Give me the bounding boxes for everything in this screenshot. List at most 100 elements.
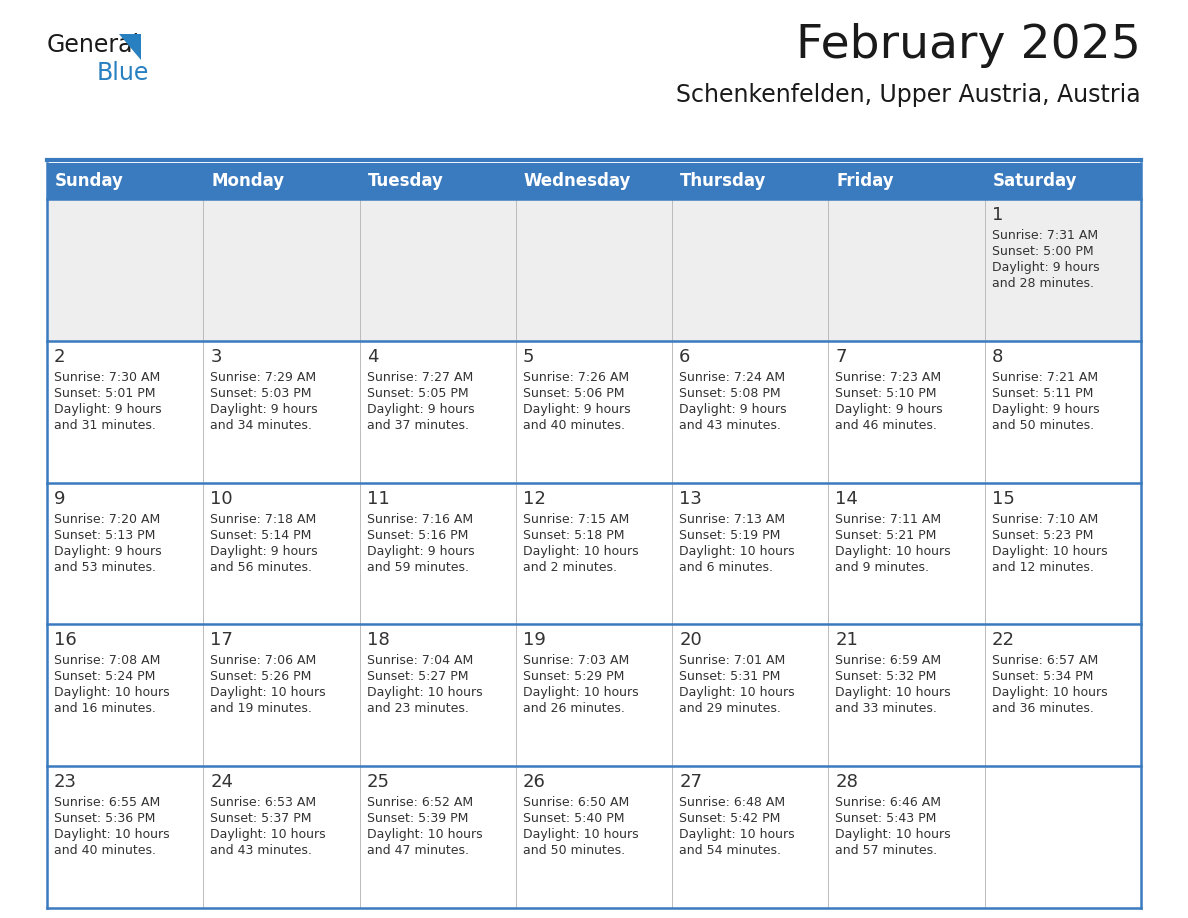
Text: and 34 minutes.: and 34 minutes. [210, 419, 312, 431]
Text: 27: 27 [680, 773, 702, 791]
Text: and 43 minutes.: and 43 minutes. [210, 845, 312, 857]
Text: Sunrise: 6:46 AM: Sunrise: 6:46 AM [835, 796, 941, 809]
Text: and 26 minutes.: and 26 minutes. [523, 702, 625, 715]
Text: and 12 minutes.: and 12 minutes. [992, 561, 1094, 574]
Text: Friday: Friday [836, 172, 895, 190]
Text: Sunset: 5:11 PM: Sunset: 5:11 PM [992, 386, 1093, 400]
Text: Sunrise: 7:06 AM: Sunrise: 7:06 AM [210, 655, 316, 667]
Text: Sunset: 5:01 PM: Sunset: 5:01 PM [53, 386, 156, 400]
Text: Daylight: 10 hours: Daylight: 10 hours [53, 828, 170, 841]
Text: Sunset: 5:03 PM: Sunset: 5:03 PM [210, 386, 311, 400]
Text: Sunset: 5:06 PM: Sunset: 5:06 PM [523, 386, 625, 400]
Text: Schenkenfelden, Upper Austria, Austria: Schenkenfelden, Upper Austria, Austria [676, 83, 1140, 107]
Bar [672, 163, 828, 199]
Text: Daylight: 10 hours: Daylight: 10 hours [992, 544, 1107, 557]
Text: 19: 19 [523, 632, 545, 649]
Text: 14: 14 [835, 489, 858, 508]
Bar [360, 163, 516, 199]
Text: Daylight: 9 hours: Daylight: 9 hours [367, 544, 474, 557]
Text: Sunset: 5:05 PM: Sunset: 5:05 PM [367, 386, 468, 400]
Text: Daylight: 9 hours: Daylight: 9 hours [210, 403, 318, 416]
Text: 20: 20 [680, 632, 702, 649]
Text: Sunrise: 7:08 AM: Sunrise: 7:08 AM [53, 655, 160, 667]
Text: Sunset: 5:37 PM: Sunset: 5:37 PM [210, 812, 311, 825]
Text: Sunrise: 7:30 AM: Sunrise: 7:30 AM [53, 371, 160, 384]
Text: Sunrise: 6:55 AM: Sunrise: 6:55 AM [53, 796, 160, 809]
Text: Blue: Blue [97, 61, 150, 85]
Text: and 37 minutes.: and 37 minutes. [367, 419, 468, 431]
Text: 4: 4 [367, 348, 378, 365]
Text: Sunrise: 7:31 AM: Sunrise: 7:31 AM [992, 229, 1098, 242]
Text: and 28 minutes.: and 28 minutes. [992, 277, 1094, 290]
Text: and 47 minutes.: and 47 minutes. [367, 845, 468, 857]
Text: 9: 9 [53, 489, 65, 508]
Text: Sunset: 5:34 PM: Sunset: 5:34 PM [992, 670, 1093, 683]
Text: Sunset: 5:36 PM: Sunset: 5:36 PM [53, 812, 156, 825]
Text: and 46 minutes.: and 46 minutes. [835, 419, 937, 431]
Text: 6: 6 [680, 348, 690, 365]
Text: Sunrise: 7:16 AM: Sunrise: 7:16 AM [367, 512, 473, 526]
Text: Daylight: 9 hours: Daylight: 9 hours [523, 403, 631, 416]
Text: Sunset: 5:40 PM: Sunset: 5:40 PM [523, 812, 625, 825]
Text: Sunrise: 7:10 AM: Sunrise: 7:10 AM [992, 512, 1098, 526]
Text: 11: 11 [367, 489, 390, 508]
Text: 21: 21 [835, 632, 858, 649]
Text: 3: 3 [210, 348, 222, 365]
Text: Sunset: 5:23 PM: Sunset: 5:23 PM [992, 529, 1093, 542]
Text: Sunrise: 6:53 AM: Sunrise: 6:53 AM [210, 796, 316, 809]
Text: 1: 1 [992, 206, 1003, 224]
Text: Sunrise: 7:21 AM: Sunrise: 7:21 AM [992, 371, 1098, 384]
Text: and 53 minutes.: and 53 minutes. [53, 561, 156, 574]
Text: Daylight: 10 hours: Daylight: 10 hours [992, 687, 1107, 700]
Text: Sunrise: 7:11 AM: Sunrise: 7:11 AM [835, 512, 942, 526]
Text: Daylight: 9 hours: Daylight: 9 hours [680, 403, 786, 416]
Bar [828, 163, 985, 199]
Text: Sunset: 5:39 PM: Sunset: 5:39 PM [367, 812, 468, 825]
Text: Sunset: 5:16 PM: Sunset: 5:16 PM [367, 529, 468, 542]
Text: Daylight: 10 hours: Daylight: 10 hours [210, 687, 326, 700]
Text: Daylight: 10 hours: Daylight: 10 hours [367, 828, 482, 841]
Text: Daylight: 10 hours: Daylight: 10 hours [367, 687, 482, 700]
Text: Daylight: 10 hours: Daylight: 10 hours [53, 687, 170, 700]
Text: and 59 minutes.: and 59 minutes. [367, 561, 468, 574]
Text: Daylight: 10 hours: Daylight: 10 hours [835, 828, 952, 841]
Text: and 57 minutes.: and 57 minutes. [835, 845, 937, 857]
Text: and 6 minutes.: and 6 minutes. [680, 561, 773, 574]
Text: Daylight: 9 hours: Daylight: 9 hours [210, 544, 318, 557]
Text: Daylight: 10 hours: Daylight: 10 hours [835, 687, 952, 700]
Text: Sunrise: 7:26 AM: Sunrise: 7:26 AM [523, 371, 628, 384]
Text: Sunset: 5:27 PM: Sunset: 5:27 PM [367, 670, 468, 683]
Text: Daylight: 9 hours: Daylight: 9 hours [992, 403, 1099, 416]
Text: 10: 10 [210, 489, 233, 508]
Text: Daylight: 9 hours: Daylight: 9 hours [992, 261, 1099, 274]
Text: Sunset: 5:00 PM: Sunset: 5:00 PM [992, 245, 1093, 258]
Text: Daylight: 9 hours: Daylight: 9 hours [367, 403, 474, 416]
Text: Daylight: 10 hours: Daylight: 10 hours [523, 828, 638, 841]
Text: Daylight: 10 hours: Daylight: 10 hours [680, 828, 795, 841]
Text: Sunrise: 6:59 AM: Sunrise: 6:59 AM [835, 655, 942, 667]
Text: and 9 minutes.: and 9 minutes. [835, 561, 929, 574]
Text: 16: 16 [53, 632, 77, 649]
Text: and 54 minutes.: and 54 minutes. [680, 845, 782, 857]
Text: 28: 28 [835, 773, 858, 791]
Text: Sunset: 5:43 PM: Sunset: 5:43 PM [835, 812, 937, 825]
Bar [48, 483, 1140, 624]
Text: Sunrise: 7:18 AM: Sunrise: 7:18 AM [210, 512, 316, 526]
Text: Sunrise: 7:03 AM: Sunrise: 7:03 AM [523, 655, 630, 667]
Text: Sunset: 5:26 PM: Sunset: 5:26 PM [210, 670, 311, 683]
Bar [48, 767, 1140, 908]
Text: Sunday: Sunday [55, 172, 124, 190]
Text: Thursday: Thursday [681, 172, 766, 190]
Text: and 33 minutes.: and 33 minutes. [835, 702, 937, 715]
Text: and 36 minutes.: and 36 minutes. [992, 702, 1094, 715]
Text: and 56 minutes.: and 56 minutes. [210, 561, 312, 574]
Text: Wednesday: Wednesday [524, 172, 631, 190]
Text: 17: 17 [210, 632, 233, 649]
Text: 15: 15 [992, 489, 1015, 508]
Text: Sunrise: 7:01 AM: Sunrise: 7:01 AM [680, 655, 785, 667]
Text: Sunset: 5:10 PM: Sunset: 5:10 PM [835, 386, 937, 400]
Bar [48, 341, 1140, 483]
Text: Tuesday: Tuesday [367, 172, 443, 190]
Text: and 50 minutes.: and 50 minutes. [523, 845, 625, 857]
Bar [48, 163, 203, 199]
